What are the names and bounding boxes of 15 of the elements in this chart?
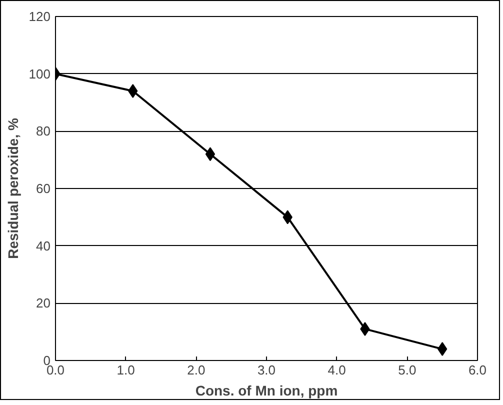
y-axis-title: Residual peroxide, % [4,118,21,259]
x-axis-title: Cons. of Mn ion, ppm [195,382,338,398]
x-tick-label: 5.0 [398,362,416,378]
x-tick-label: 6.0 [468,362,487,378]
x-tick-label: 3.0 [257,362,276,378]
point [205,147,216,162]
x-tick-label: 4.0 [328,362,346,378]
y-tick-label: 40 [36,238,51,254]
y-tick-label: 60 [36,181,51,196]
x-tick-label: 1.0 [116,362,135,378]
y-tick-label: 120 [28,9,51,24]
y-tick-label: 100 [28,66,51,82]
x-tick-label: 2.0 [187,362,206,378]
y-tick-label: 80 [36,124,51,139]
y-tick-label: 20 [36,296,51,311]
